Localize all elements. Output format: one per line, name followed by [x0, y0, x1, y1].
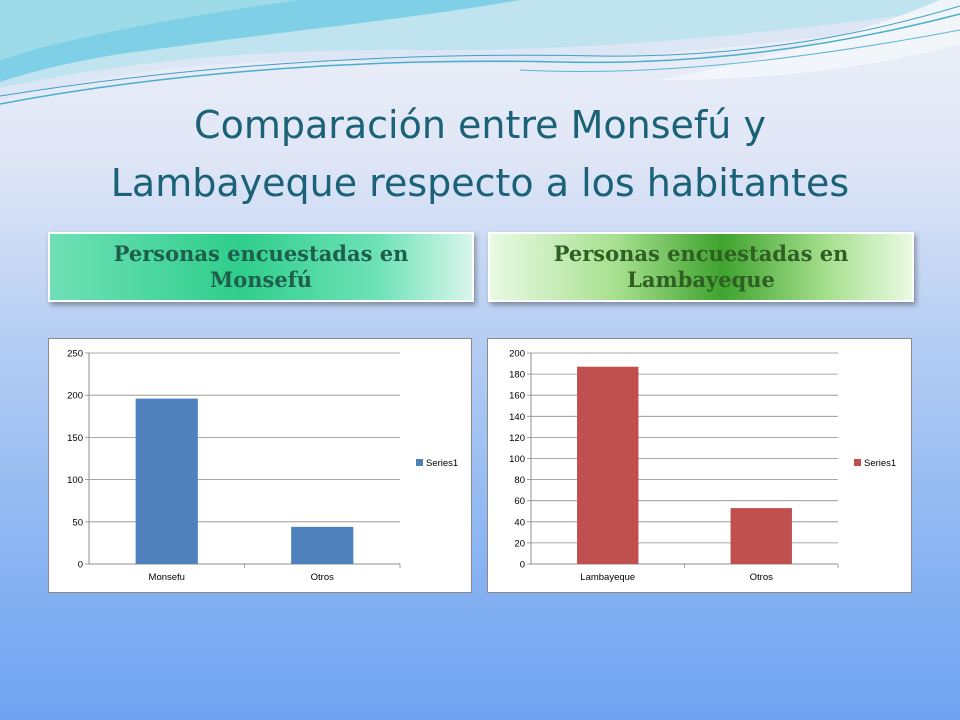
label-text-lambayeque: Personas encuestadas en Lambayeque — [553, 241, 849, 292]
y-tick-label: 120 — [509, 433, 525, 444]
label-text-monsefu: Personas encuestadas en Monsefú — [113, 241, 409, 292]
y-tick-label: 80 — [514, 475, 525, 486]
chart-lambayeque-svg: 0 20 40 60 80 100 120 140 160 180 200 Lambayeque Otr… — [509, 349, 896, 584]
legend-label: Series1 — [864, 458, 896, 469]
y-tick-label: 100 — [67, 475, 83, 486]
y-tick-label: 200 — [67, 391, 83, 402]
chart-monsefu-svg: 0 50 100 150 200 250 Monsefu Otros Series1 — [67, 349, 458, 584]
y-tick-label: 0 — [520, 560, 525, 571]
y-tick-label: 50 — [72, 517, 83, 528]
legend-swatch — [854, 459, 861, 466]
y-tick-label: 60 — [514, 496, 525, 507]
slide-title: Comparación entre Monsefú y Lambayeque r… — [0, 96, 960, 212]
x-tick-label: Otros — [750, 572, 773, 583]
y-tick-label: 200 — [509, 349, 525, 360]
slide-title-line1: Comparación entre Monsefú y — [194, 103, 766, 147]
legend-swatch — [416, 459, 423, 466]
y-tick-label: 180 — [509, 370, 525, 381]
x-tick-label: Monsefu — [149, 572, 185, 583]
y-tick-label: 40 — [514, 517, 525, 528]
chart-lambayeque: 0 20 40 60 80 100 120 140 160 180 200 Lambayeque Otr… — [487, 338, 912, 593]
label-box-lambayeque: Personas encuestadas en Lambayeque — [488, 232, 914, 302]
x-tick-label: Otros — [311, 572, 334, 583]
label-box-monsefu: Personas encuestadas en Monsefú — [48, 232, 474, 302]
y-tick-label: 100 — [509, 454, 525, 465]
legend-label: Series1 — [426, 458, 458, 469]
y-tick-label: 140 — [509, 412, 525, 423]
y-tick-label: 20 — [514, 538, 525, 549]
decorative-wave-banner — [0, 0, 960, 105]
y-tick-label: 160 — [509, 391, 525, 402]
bar-monsefu — [135, 398, 198, 564]
bar-otros — [730, 508, 792, 564]
y-tick-label: 150 — [67, 433, 83, 444]
chart-monsefu: 0 50 100 150 200 250 Monsefu Otros Series1 — [48, 338, 472, 593]
slide-title-line2: Lambayeque respecto a los habitantes — [110, 161, 850, 205]
x-tick-label: Lambayeque — [580, 572, 635, 583]
bar-otros — [291, 526, 354, 564]
y-tick-label: 0 — [78, 560, 83, 571]
y-tick-label: 250 — [67, 349, 83, 360]
bar-lambayeque — [577, 366, 639, 564]
